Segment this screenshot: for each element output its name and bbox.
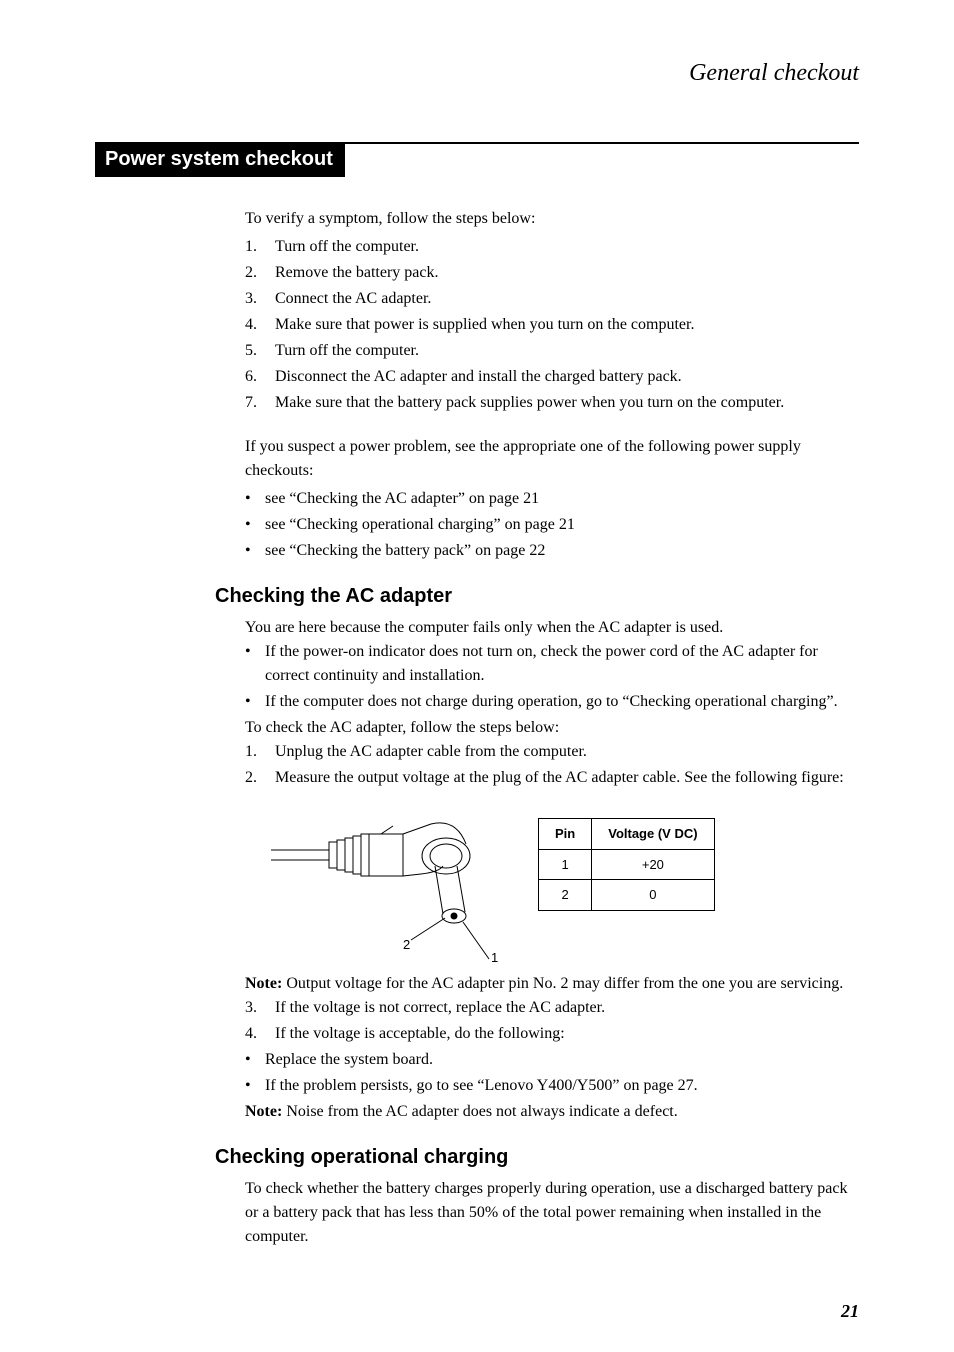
note1: Note: Output voltage for the AC adapter … — [245, 972, 859, 996]
ac-bullets-2: •Replace the system board. •If the probl… — [245, 1048, 859, 1098]
table-cell: 2 — [539, 880, 592, 911]
table-row: 2 0 — [539, 880, 715, 911]
step-number: 2. — [245, 766, 271, 790]
step-number: 6. — [245, 365, 271, 389]
list-item: •see “Checking the battery pack” on page… — [245, 539, 859, 563]
step-text: Make sure that power is supplied when yo… — [271, 313, 859, 337]
step-text: Measure the output voltage at the plug o… — [271, 766, 859, 790]
list-item: 2.Remove the battery pack. — [245, 261, 859, 285]
step-number: 4. — [245, 313, 271, 337]
op-charging-heading: Checking operational charging — [215, 1146, 859, 1169]
ac-bullets: •If the power-on indicator does not turn… — [245, 640, 859, 714]
ac-steps-34: 3.If the voltage is not correct, replace… — [245, 996, 859, 1046]
note-text: Output voltage for the AC adapter pin No… — [282, 975, 843, 992]
bullet-text: If the power-on indicator does not turn … — [261, 640, 859, 688]
list-item: •If the power-on indicator does not turn… — [245, 640, 859, 688]
section-title: Power system checkout — [95, 144, 345, 177]
note-label: Note: — [245, 1103, 282, 1120]
list-item: 4.If the voltage is acceptable, do the f… — [245, 1022, 859, 1046]
list-item: 7.Make sure that the battery pack suppli… — [245, 391, 859, 415]
list-item: 6.Disconnect the AC adapter and install … — [245, 365, 859, 389]
table-cell: 1 — [539, 849, 592, 880]
table-row: Pin Voltage (V DC) — [539, 819, 715, 850]
list-item: 1.Unplug the AC adapter cable from the c… — [245, 740, 859, 764]
list-item: 3.Connect the AC adapter. — [245, 287, 859, 311]
voltage-table: Pin Voltage (V DC) 1 +20 2 0 — [538, 818, 715, 911]
ac-intro: You are here because the computer fails … — [245, 616, 859, 640]
intro-bullets: •see “Checking the AC adapter” on page 2… — [245, 487, 859, 563]
note-label: Note: — [245, 975, 282, 992]
intro-lead: To verify a symptom, follow the steps be… — [245, 207, 859, 231]
table-cell: +20 — [592, 849, 714, 880]
step-number: 3. — [245, 996, 271, 1020]
bullet-icon: • — [245, 1048, 261, 1072]
list-item: 4.Make sure that power is supplied when … — [245, 313, 859, 337]
adapter-figure-row: 2 1 Pin Voltage (V DC) 1 +20 2 0 — [271, 804, 859, 964]
bullet-text: Replace the system board. — [261, 1048, 859, 1072]
adapter-plug-figure: 2 1 — [271, 804, 516, 964]
list-item: 5.Turn off the computer. — [245, 339, 859, 363]
bullet-icon: • — [245, 513, 261, 537]
ac-adapter-heading: Checking the AC adapter — [215, 585, 859, 608]
step-text: Connect the AC adapter. — [271, 287, 859, 311]
note-text: Noise from the AC adapter does not alway… — [282, 1103, 677, 1120]
step-text: Disconnect the AC adapter and install th… — [271, 365, 859, 389]
op-charging-block: To check whether the battery charges pro… — [245, 1177, 859, 1249]
list-item: •Replace the system board. — [245, 1048, 859, 1072]
list-item: •see “Checking operational charging” on … — [245, 513, 859, 537]
bullet-text: If the problem persists, go to see “Leno… — [261, 1074, 859, 1098]
ac-steps-12: 1.Unplug the AC adapter cable from the c… — [245, 740, 859, 790]
step-number: 4. — [245, 1022, 271, 1046]
step-number: 1. — [245, 740, 271, 764]
note2: Note: Noise from the AC adapter does not… — [245, 1100, 859, 1124]
step-text: If the voltage is not correct, replace t… — [271, 996, 859, 1020]
step-text: If the voltage is acceptable, do the fol… — [271, 1022, 859, 1046]
step-text: Remove the battery pack. — [271, 261, 859, 285]
step-number: 1. — [245, 235, 271, 259]
step-number: 5. — [245, 339, 271, 363]
table-header: Voltage (V DC) — [592, 819, 714, 850]
pin-label-1: 1 — [491, 950, 498, 964]
list-item: 2.Measure the output voltage at the plug… — [245, 766, 859, 790]
ac-lead2: To check the AC adapter, follow the step… — [245, 716, 859, 740]
step-text: Turn off the computer. — [271, 235, 859, 259]
table-cell: 0 — [592, 880, 714, 911]
step-number: 7. — [245, 391, 271, 415]
bullet-text: see “Checking operational charging” on p… — [261, 513, 859, 537]
list-item: •If the problem persists, go to see “Len… — [245, 1074, 859, 1098]
pin-label-2: 2 — [403, 937, 410, 952]
list-item: 3.If the voltage is not correct, replace… — [245, 996, 859, 1020]
bullet-text: see “Checking the AC adapter” on page 21 — [261, 487, 859, 511]
bullet-text: If the computer does not charge during o… — [261, 690, 859, 714]
intro-block: To verify a symptom, follow the steps be… — [245, 207, 859, 563]
step-number: 2. — [245, 261, 271, 285]
ac-adapter-block: You are here because the computer fails … — [245, 616, 859, 1124]
chapter-header: General checkout — [95, 60, 859, 87]
table-header: Pin — [539, 819, 592, 850]
step-text: Turn off the computer. — [271, 339, 859, 363]
op-charging-para: To check whether the battery charges pro… — [245, 1177, 859, 1249]
page-number: 21 — [841, 1301, 859, 1322]
bullet-icon: • — [245, 539, 261, 563]
step-text: Make sure that the battery pack supplies… — [271, 391, 859, 415]
bullet-text: see “Checking the battery pack” on page … — [261, 539, 859, 563]
list-item: •If the computer does not charge during … — [245, 690, 859, 714]
table-row: 1 +20 — [539, 849, 715, 880]
intro-para2: If you suspect a power problem, see the … — [245, 435, 859, 483]
step-number: 3. — [245, 287, 271, 311]
step-text: Unplug the AC adapter cable from the com… — [271, 740, 859, 764]
bullet-icon: • — [245, 487, 261, 511]
intro-steps: 1.Turn off the computer. 2.Remove the ba… — [245, 235, 859, 415]
list-item: 1.Turn off the computer. — [245, 235, 859, 259]
list-item: •see “Checking the AC adapter” on page 2… — [245, 487, 859, 511]
bullet-icon: • — [245, 640, 261, 688]
bullet-icon: • — [245, 1074, 261, 1098]
bullet-icon: • — [245, 690, 261, 714]
